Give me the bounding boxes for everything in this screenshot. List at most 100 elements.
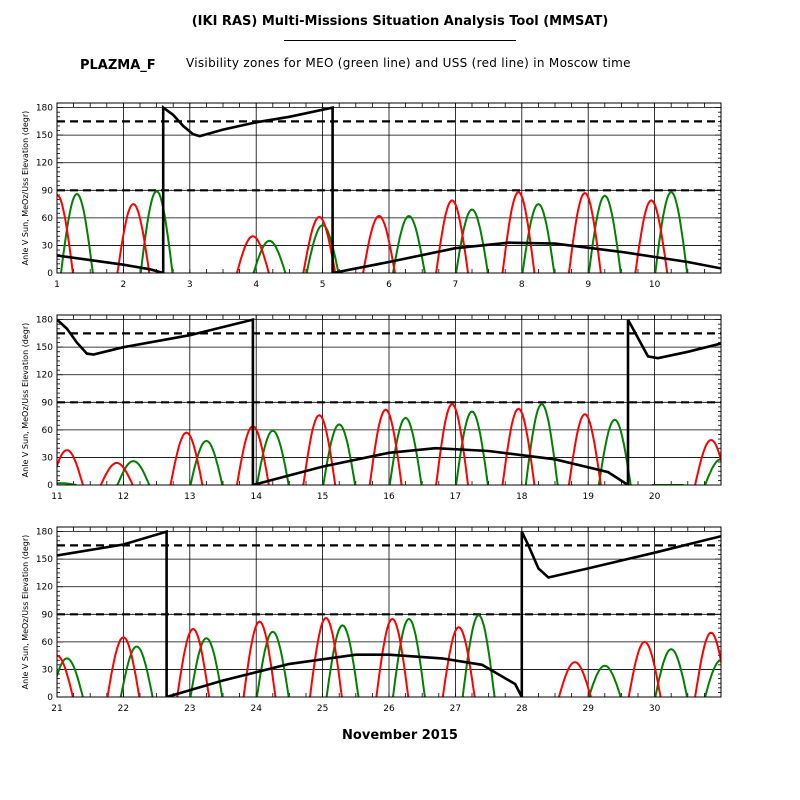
uss-pass-10 [694, 631, 721, 697]
uss-pass-8 [567, 191, 602, 273]
x-tick-label: 28 [516, 704, 528, 714]
meo-pass-6 [455, 208, 489, 273]
x-tick-label: 25 [317, 704, 328, 714]
uss-pass-10 [694, 438, 721, 485]
chart-series-group [57, 105, 721, 273]
x-axis-month-label: November 2015 [342, 728, 458, 743]
meo-pass-8 [524, 402, 559, 485]
x-tick-label: 17 [450, 492, 461, 502]
uss-pass-6 [435, 199, 469, 273]
uss-pass-4 [242, 620, 277, 697]
y-tick-label: 180 [36, 528, 53, 538]
plot-frame [56, 314, 722, 486]
meo-pass-1 [60, 192, 94, 273]
y-tick-label: 30 [42, 241, 54, 251]
y-tick-label: 150 [36, 555, 53, 565]
x-tick-label: 9 [585, 280, 591, 290]
meo-pass-9 [654, 648, 689, 697]
uss-pass-5 [302, 414, 337, 485]
x-tick-label: 1 [54, 280, 60, 290]
meo-pass-8 [587, 194, 622, 273]
title-underline [284, 40, 516, 41]
uss-pass-8 [558, 661, 592, 697]
uss-pass-3 [169, 431, 204, 485]
uss-pass-2 [106, 636, 141, 697]
x-tick-label: 6 [386, 280, 392, 290]
uss-pass-9 [567, 413, 602, 485]
plot-frame [56, 526, 722, 698]
meo-pass-7 [521, 202, 556, 273]
meo-pass-3 [189, 637, 224, 697]
x-tick-label: 21 [51, 704, 62, 714]
uss-pass-2 [99, 461, 134, 485]
y-tick-label: 0 [47, 269, 53, 279]
meo-pass-11 [704, 458, 721, 485]
uss-pass-1 [57, 193, 74, 273]
y-tick-label: 90 [42, 610, 54, 620]
chart-series-group [57, 529, 721, 697]
x-tick-label: 11 [51, 492, 62, 502]
uss-pass-9 [627, 640, 662, 697]
plot-frame [56, 102, 722, 274]
y-axis-label: Anle V Sun, MeOz/Uss Elevation (degr) [21, 323, 30, 478]
sun-angle-line [57, 105, 721, 273]
meo-pass-8 [587, 664, 622, 697]
sun-angle-line [57, 529, 721, 697]
y-tick-label: 60 [42, 638, 54, 648]
y-tick-label: 30 [42, 453, 54, 463]
x-tick-label: 30 [649, 704, 661, 714]
x-tick-label: 26 [383, 704, 395, 714]
uss-pass-1 [57, 449, 84, 485]
satellite-name: PLAZMA_F [80, 58, 156, 73]
x-tick-label: 7 [453, 280, 459, 290]
y-tick-label: 150 [36, 131, 53, 141]
y-axis-label: Anle V Sun, MeOz/Uss Elevation (degr) [21, 111, 30, 266]
x-tick-label: 12 [118, 492, 129, 502]
uss-pass-4 [302, 215, 337, 273]
y-tick-label: 180 [36, 316, 53, 326]
x-tick-label: 4 [253, 280, 259, 290]
y-tick-label: 90 [42, 186, 54, 196]
y-tick-label: 60 [42, 426, 54, 436]
meo-pass-5 [392, 214, 426, 273]
uss-pass-9 [634, 199, 669, 273]
meo-pass-3 [189, 439, 224, 485]
chart-subtitle: Visibility zones for MEO (green line) an… [186, 56, 631, 70]
y-tick-label: 120 [36, 159, 53, 169]
x-tick-label: 14 [250, 492, 262, 502]
meo-pass-5 [322, 423, 357, 485]
y-tick-label: 120 [36, 371, 53, 381]
x-tick-label: 3 [187, 280, 193, 290]
x-tick-label: 23 [184, 704, 195, 714]
y-tick-label: 0 [47, 481, 53, 491]
page-title: (IKI RAS) Multi-Missions Situation Analy… [191, 14, 609, 29]
x-tick-label: 16 [383, 492, 395, 502]
x-tick-label: 5 [320, 280, 326, 290]
chart-panel-3: 0 30 60 90 120 150 180 21 22 23 24 25 26 27 28 29 30 Anle… [21, 526, 722, 714]
uss-pass-1 [57, 654, 74, 697]
uss-pass-7 [435, 402, 469, 485]
meo-pass-4 [255, 429, 290, 485]
x-tick-label: 18 [516, 492, 528, 502]
chart-panel-2: 0 30 60 90 120 150 180 11 12 13 14 15 16 17 18 19 20 Anle… [21, 314, 722, 502]
meo-pass-7 [455, 410, 489, 485]
x-tick-label: 19 [582, 492, 594, 502]
uss-pass-6 [368, 408, 403, 485]
y-tick-label: 120 [36, 583, 53, 593]
meo-pass-2 [119, 645, 154, 697]
x-tick-label: 8 [519, 280, 525, 290]
x-tick-label: 27 [450, 704, 461, 714]
x-tick-label: 20 [649, 492, 661, 502]
y-tick-label: 30 [42, 665, 54, 675]
chart-series-group [57, 317, 721, 485]
y-tick-label: 150 [36, 343, 53, 353]
x-tick-label: 15 [317, 492, 328, 502]
uss-pass-3 [176, 627, 211, 697]
y-axis-label: Anle V Sun, MeOz/Uss Elevation (degr) [21, 535, 30, 690]
y-tick-label: 0 [47, 693, 53, 703]
meo-pass-9 [597, 418, 632, 485]
meo-pass-2 [116, 460, 151, 485]
x-tick-label: 29 [582, 704, 594, 714]
meo-pass-1 [57, 657, 84, 697]
